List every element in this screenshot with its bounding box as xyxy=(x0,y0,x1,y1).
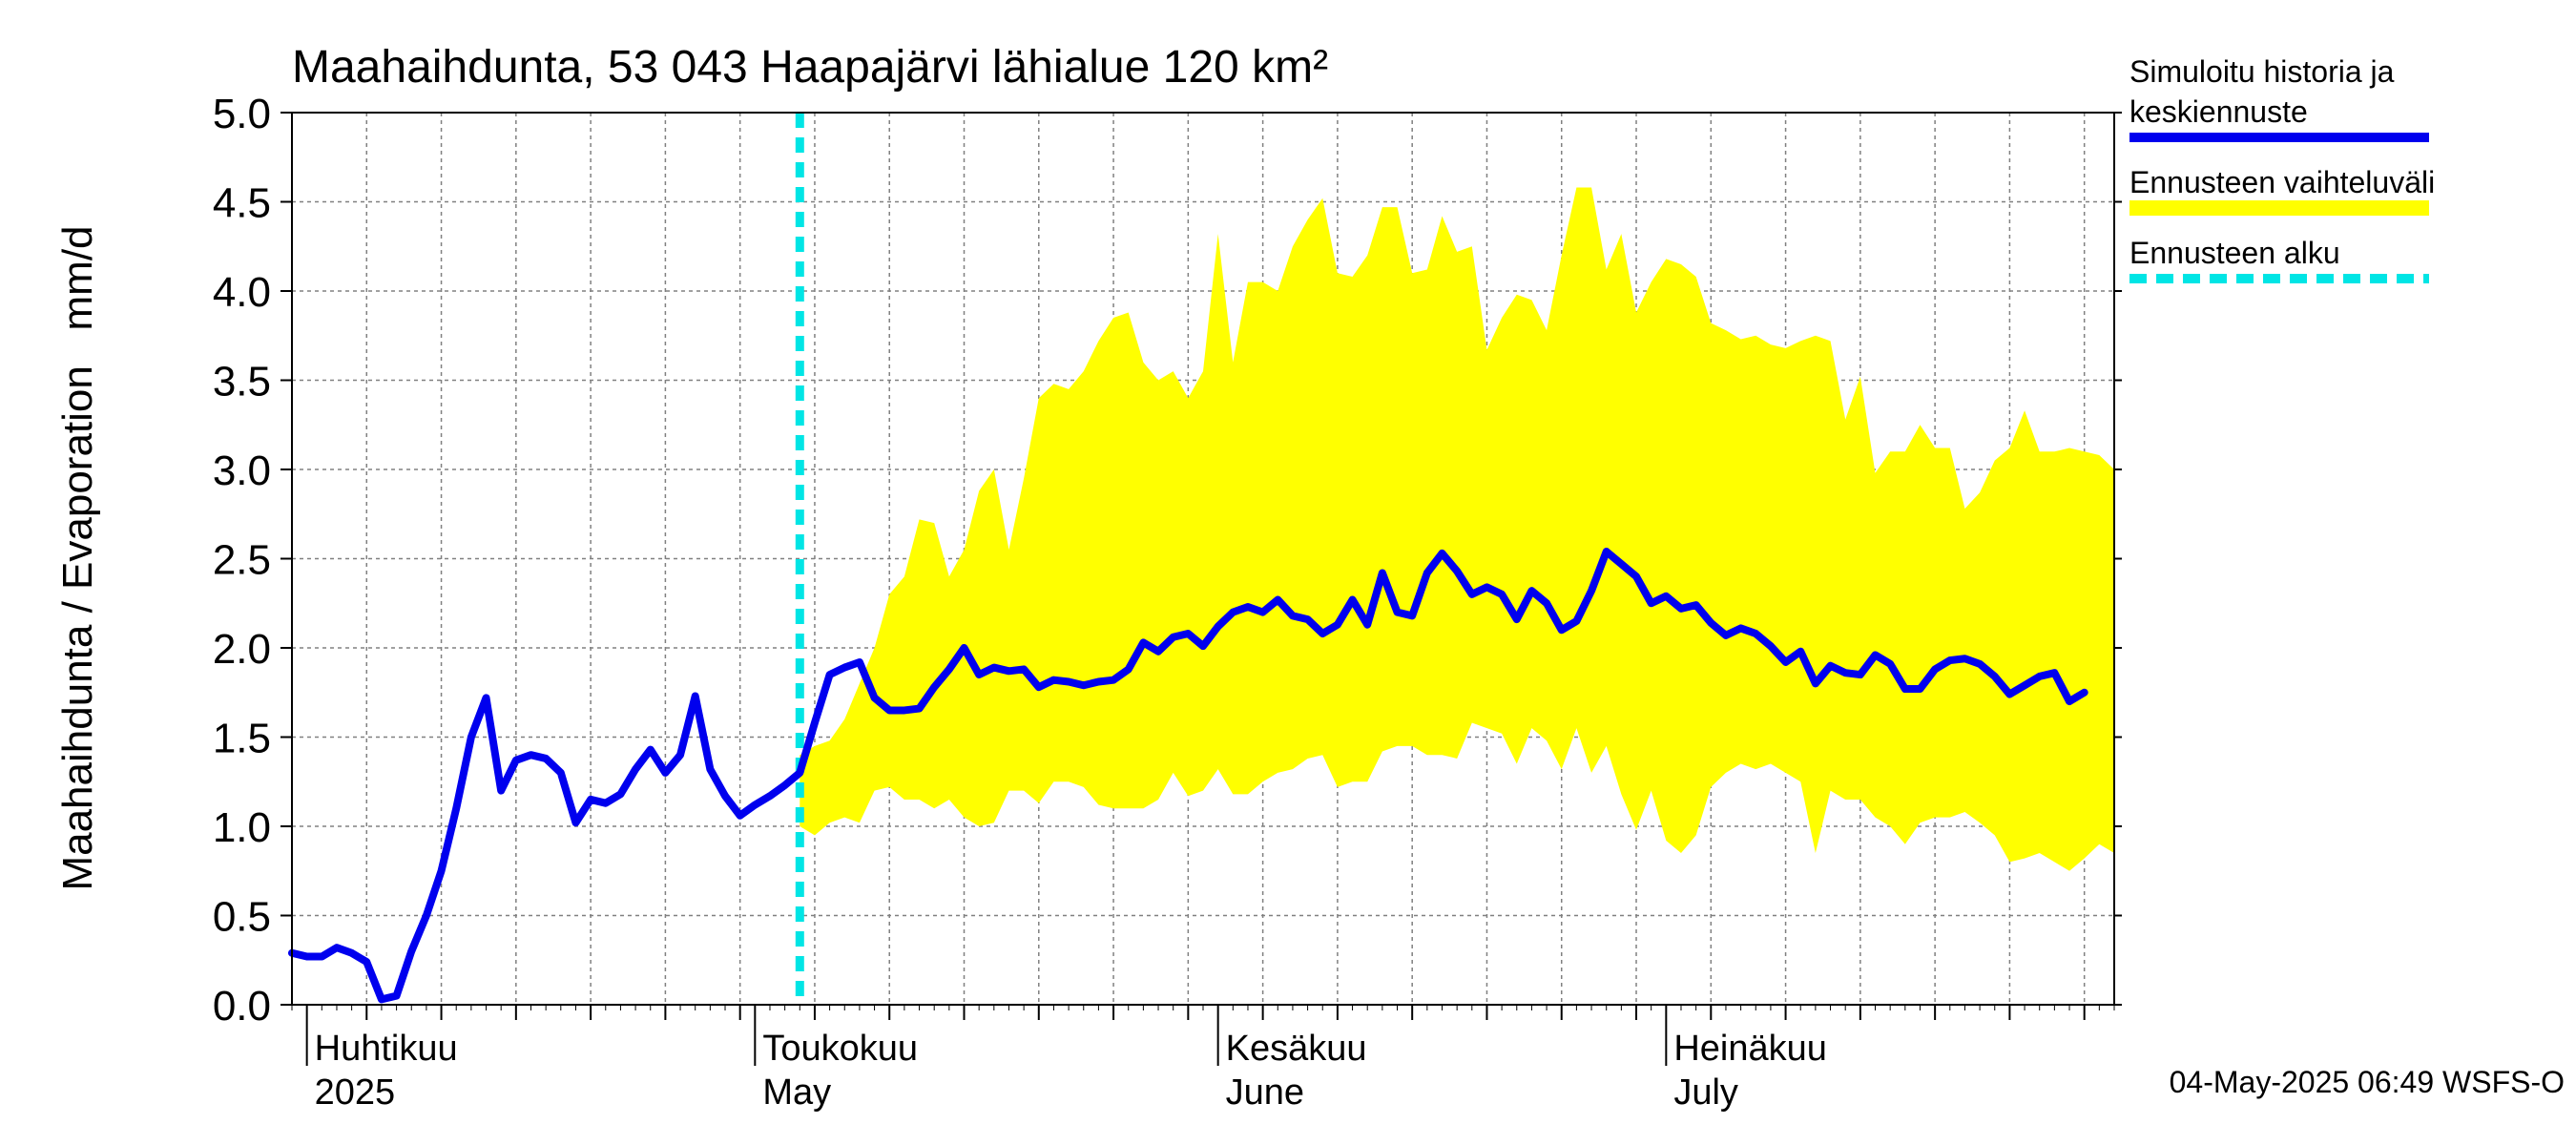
y-tick-label: 0.0 xyxy=(213,983,271,1030)
y-tick-label: 0.5 xyxy=(213,894,271,941)
y-tick-label: 1.0 xyxy=(213,804,271,851)
axis-ticks xyxy=(280,112,2122,1066)
legend: Simuloitu historia ja keskiennuste Ennus… xyxy=(2129,54,2435,283)
legend-label-simulated-line1: Simuloitu historia ja xyxy=(2129,54,2395,89)
y-tick-label: 1.5 xyxy=(213,716,271,762)
series-line-simulated xyxy=(288,548,2088,1004)
y-tick-label: 4.5 xyxy=(213,180,271,227)
month-label-en: June xyxy=(1226,1072,1304,1113)
forecast-range-band xyxy=(800,187,2114,871)
y-tick-label: 5.0 xyxy=(213,91,271,137)
month-label-en: May xyxy=(762,1072,831,1113)
month-label-fi: Kesäkuu xyxy=(1226,1029,1367,1069)
legend-label-range: Ennusteen vaihteluväli xyxy=(2129,165,2435,199)
month-label-en: July xyxy=(1673,1072,1738,1113)
legend-label-simulated-line2: keskiennuste xyxy=(2129,94,2308,129)
month-label-en: 2025 xyxy=(315,1072,396,1113)
y-tick-label: 2.5 xyxy=(213,537,271,584)
y-tick-label: 2.0 xyxy=(213,626,271,673)
forecast-range-layer xyxy=(800,187,2114,871)
y-tick-labels: 0.0 0.5 1.0 1.5 2.0 2.5 3.0 3.5 4.0 4.5 5.0 xyxy=(213,91,271,1030)
series-layer xyxy=(288,548,2088,1004)
y-tick-label: 3.5 xyxy=(213,359,271,406)
month-label-fi: Toukokuu xyxy=(762,1029,918,1069)
y-tick-label: 4.0 xyxy=(213,269,271,316)
legend-label-forecast-start: Ennusteen alku xyxy=(2129,236,2340,270)
month-label-fi: Huhtikuu xyxy=(315,1029,458,1069)
y-tick-label: 3.0 xyxy=(213,448,271,494)
month-label-fi: Heinäkuu xyxy=(1673,1029,1827,1069)
chart-title: Maahaihdunta, 53 043 Haapajärvi lähialue… xyxy=(292,42,1328,93)
timestamp: 04-May-2025 06:49 WSFS-O xyxy=(2170,1065,2565,1099)
y-axis-label: Maahaihdunta / Evaporation mm/d xyxy=(54,225,101,890)
